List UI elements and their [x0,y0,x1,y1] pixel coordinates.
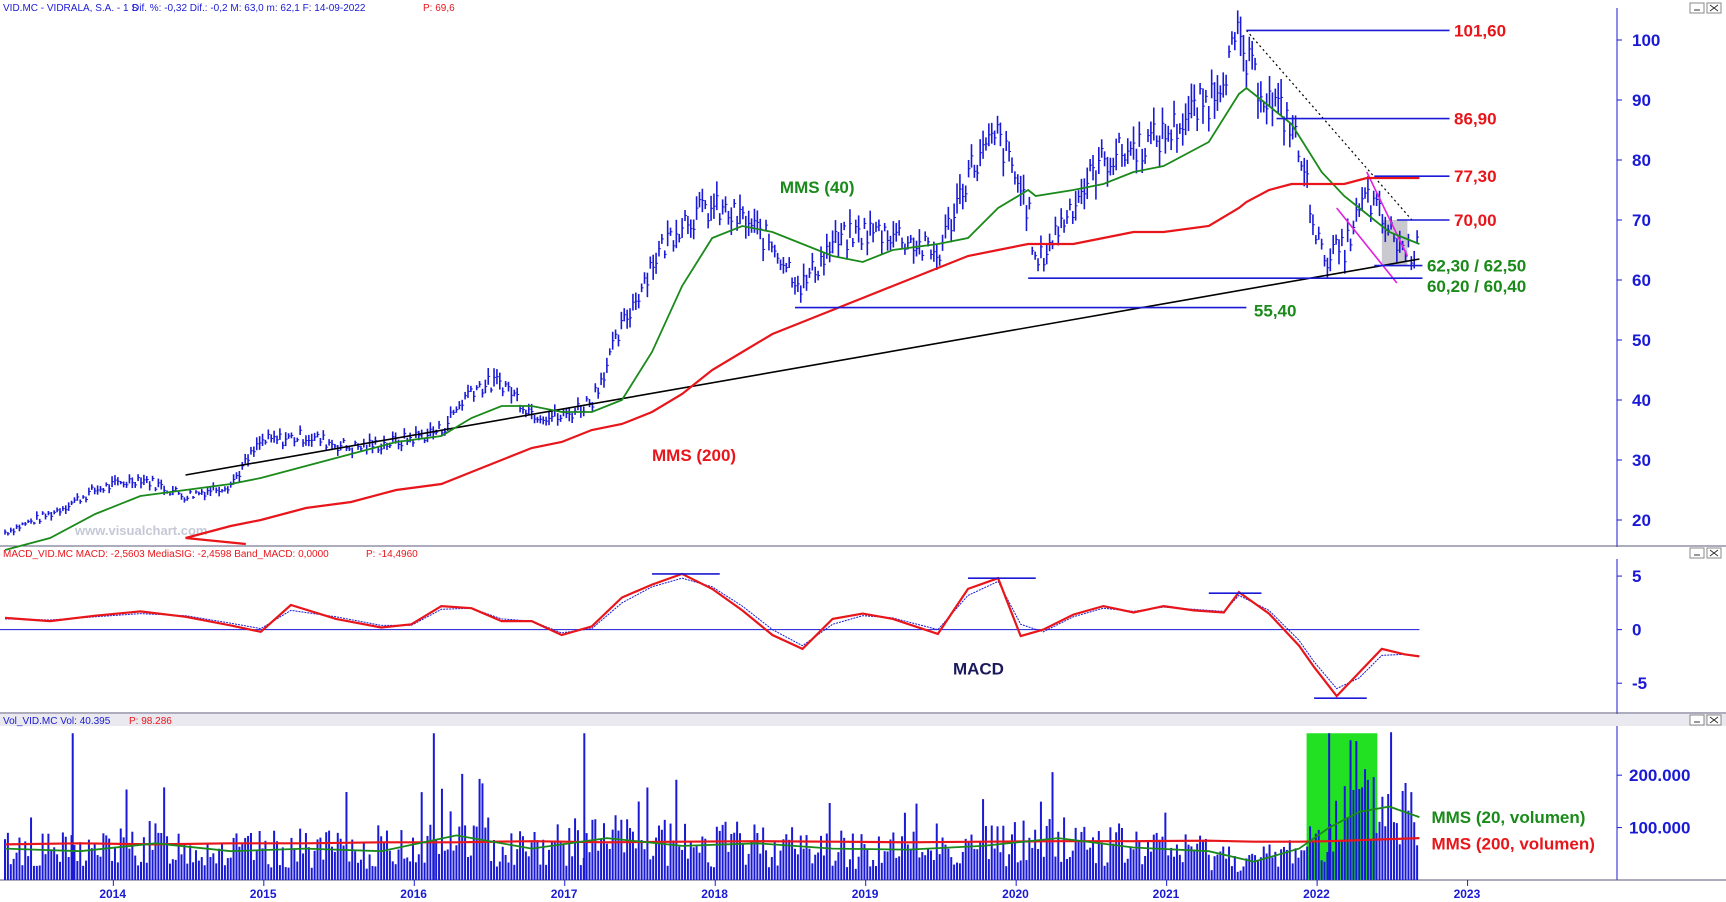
price-header-last: P: 69,6 [423,3,455,14]
trendline [185,258,1420,476]
channel-line [1336,207,1398,284]
x-tick-label: 2018 [701,887,728,901]
channel-line [1366,171,1409,257]
price-y-tick-label: 30 [1632,451,1651,470]
sma40-line [4,86,1420,551]
macd-label: MACD [953,660,1004,679]
volume-sma20-annotation: MMS (20, volumen) [1431,808,1585,827]
x-tick-label: 2023 [1454,887,1481,901]
price-y-tick-label: 100 [1632,31,1660,50]
x-tick-label: 2022 [1303,887,1330,901]
minimize-icon[interactable] [1689,547,1705,559]
macd-y-tick-label: 5 [1632,567,1641,586]
price-panel: 101,60 86,90 77,30 70,00 62,30 / 62,5060,20 … [4,10,1526,551]
sma200-line [185,176,1420,546]
level-label: 60,20 / 60,40 [1427,277,1526,296]
level-label: 55,40 [1254,302,1297,321]
volume-sma20-line [4,805,1420,863]
level-label: 86,90 [1454,110,1497,129]
volume-panel-header: Vol_VID.MC Vol: 40.395 P: 98.286 [0,714,1726,727]
level-label: 77,30 [1454,167,1497,186]
watermark: www.visualchart.com [74,523,207,538]
macd-panel-header: MACD_VID.MC MACD: -2,5603 MediaSIG: -2,4… [0,547,1726,560]
volume-header-last: P: 98.286 [129,716,172,727]
sma40-annotation: MMS (40) [780,178,855,197]
volume-y-tick-label: 200.000 [1629,766,1690,785]
macd-y-tick-label: 0 [1632,621,1641,640]
macd-panel-controls[interactable] [1689,547,1722,559]
macd-panel: MACD [0,572,1420,700]
x-tick-label: 2017 [551,887,578,901]
volume-y-tick-label: 100.000 [1629,819,1690,838]
price-y-tick-label: 20 [1632,511,1651,530]
price-header-stats: Dif. %: -0,32 Dif.: -0,2 M: 63,0 m: 62,1… [132,3,366,14]
x-tick-label: 2019 [852,887,879,901]
macd-y-tick-label: -5 [1632,674,1647,693]
price-y-tick-label: 60 [1632,271,1651,290]
macd-header-last: P: -14,4960 [366,549,418,560]
price-panel-header: VID.MC - VIDRALA, S.A. - 1 S Dif. %: -0,… [3,3,455,14]
x-tick-label: 2016 [400,887,427,901]
level-label: 101,60 [1454,21,1506,40]
volume-header-stats: Vol_VID.MC Vol: 40.395 [3,716,111,727]
x-tick-label: 2014 [99,887,126,901]
price-header-symbol: VID.MC - VIDRALA, S.A. - 1 S [3,3,138,14]
volume-panel: MMS (20, volumen) MMS (200, volumen) [4,732,1595,880]
level-label: 70,00 [1454,211,1497,230]
minimize-icon[interactable] [1689,2,1705,14]
x-tick-label: 2015 [250,887,277,901]
price-y-tick-label: 90 [1632,91,1651,110]
minimize-icon[interactable] [1689,714,1705,726]
price-y-tick-label: 40 [1632,391,1651,410]
level-label: 62,30 / 62,50 [1427,257,1526,276]
price-y-tick-label: 80 [1632,151,1651,170]
trendline-dotted [1245,30,1413,221]
macd-header-stats: MACD_VID.MC MACD: -2,5603 MediaSIG: -2,4… [3,549,329,560]
price-panel-controls[interactable] [1689,2,1722,14]
axes: 100908070605040302050-5200.000100.000201… [99,31,1690,901]
volume-sma200-annotation: MMS (200, volumen) [1431,834,1594,853]
volume-panel-controls[interactable] [1689,714,1722,726]
x-tick-label: 2020 [1002,887,1029,901]
macd-line [4,572,1420,698]
x-tick-label: 2021 [1153,887,1180,901]
price-y-tick-label: 50 [1632,331,1651,350]
sma200-annotation: MMS (200) [652,446,736,465]
price-y-tick-label: 70 [1632,211,1651,230]
